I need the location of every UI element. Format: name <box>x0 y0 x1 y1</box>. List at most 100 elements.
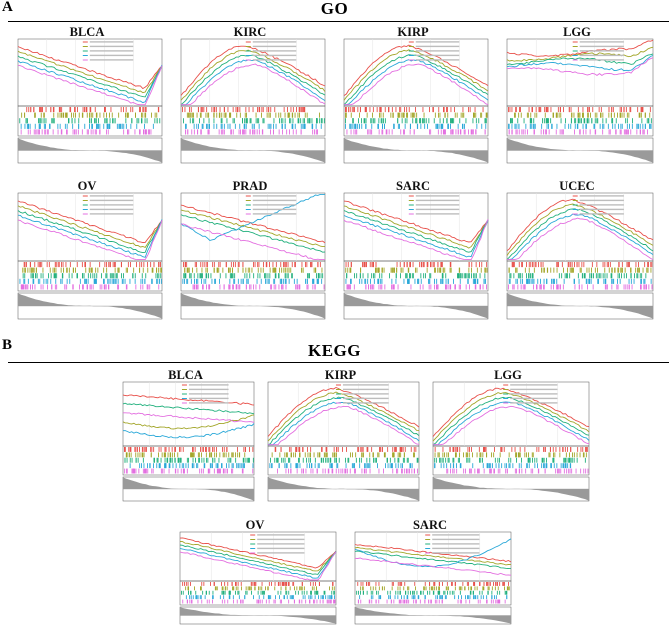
legend <box>250 534 305 554</box>
es-curve-1 <box>267 387 420 437</box>
hit-ticks-3 <box>434 457 586 463</box>
hit-ticks-4 <box>185 123 322 129</box>
panel-title: KIRP <box>397 25 429 39</box>
hit-ticks-2 <box>345 267 488 273</box>
es-curve-4 <box>506 54 654 72</box>
section-b-title: KEGG <box>307 341 361 360</box>
es-curve-1 <box>506 39 654 57</box>
legend <box>245 195 297 215</box>
gsea-plot <box>180 192 326 320</box>
es-curve-3 <box>506 208 654 260</box>
panel-title: KIRP <box>324 368 357 382</box>
gsea-panel-go-kirp: KIRP <box>334 23 492 173</box>
panel-title: LGG <box>563 25 591 39</box>
legend <box>425 534 480 554</box>
gsea-panel-kegg-kirp: KIRP <box>258 366 423 511</box>
es-curve-2 <box>122 414 255 430</box>
hit-ticks-1 <box>274 447 417 452</box>
es-curve-1 <box>506 198 654 252</box>
hit-ticks-1 <box>23 262 161 268</box>
hit-ticks-3 <box>22 273 162 279</box>
hit-ticks-5 <box>357 599 506 604</box>
hit-ticks-5 <box>124 468 254 474</box>
es-curve-3 <box>17 55 163 98</box>
hit-ticks-2 <box>514 112 651 118</box>
es-curve-2 <box>343 205 489 249</box>
gsea-plot <box>354 531 512 625</box>
es-curve-5 <box>179 551 337 581</box>
section-b-letter: B <box>2 337 13 353</box>
hit-ticks-2 <box>125 452 246 458</box>
hit-ticks-4 <box>345 278 486 284</box>
hit-ticks-2 <box>271 452 415 458</box>
gsea-plot <box>17 192 163 320</box>
es-curve-3 <box>180 54 326 106</box>
hits-frame <box>432 445 590 476</box>
gsea-plot <box>432 381 590 502</box>
es-curve-2 <box>180 209 326 248</box>
es-curve-4 <box>268 401 420 446</box>
es-curve-1 <box>122 394 255 406</box>
hit-ticks-3 <box>19 118 161 124</box>
es-curve-4 <box>122 423 255 439</box>
gsea-panel-go-lgg: LGG <box>497 23 657 173</box>
es-curve-2 <box>17 205 163 248</box>
hit-ticks-3 <box>183 273 324 279</box>
hit-ticks-3 <box>509 273 647 279</box>
hit-ticks-3 <box>510 118 652 124</box>
hit-ticks-1 <box>345 107 484 113</box>
hit-ticks-2 <box>21 112 158 118</box>
es-curve-5 <box>507 217 654 261</box>
hit-ticks-5 <box>446 468 589 474</box>
panel-title: UCEC <box>559 179 595 193</box>
es-curve-2 <box>432 392 590 442</box>
es-curve-3 <box>180 214 326 253</box>
hit-ticks-5 <box>508 129 648 135</box>
section-a-rule <box>8 21 669 22</box>
es-curve-1 <box>17 46 163 90</box>
es-curve-2 <box>17 50 163 94</box>
gsea-plot <box>506 192 654 320</box>
es-curve-1 <box>180 45 326 96</box>
hit-ticks-5 <box>346 284 487 290</box>
es-curve-5 <box>268 405 420 446</box>
gsea-panel-kegg-ov: OV <box>170 516 340 634</box>
hit-ticks-3 <box>124 457 254 463</box>
hit-ticks-1 <box>182 582 334 586</box>
es-curve-4 <box>180 193 325 242</box>
hit-ticks-2 <box>434 452 587 458</box>
legend <box>181 384 229 404</box>
es-curve-1 <box>17 200 163 243</box>
hits-frame <box>122 445 255 476</box>
hit-ticks-2 <box>345 112 488 118</box>
gsea-panel-kegg-blca: BLCA <box>113 366 258 511</box>
es-curve-5 <box>343 219 489 261</box>
hit-ticks-3 <box>346 273 486 279</box>
es-curve-5 <box>354 557 512 576</box>
es-curve-3 <box>354 550 512 570</box>
hit-ticks-1 <box>345 262 488 268</box>
hit-ticks-4 <box>185 595 335 600</box>
hits-frame <box>17 105 163 137</box>
hits-frame <box>343 260 489 292</box>
hit-ticks-1 <box>183 262 321 268</box>
gsea-plot <box>180 38 326 164</box>
hit-ticks-5 <box>182 599 336 604</box>
panel-title: LGG <box>494 368 522 382</box>
gsea-plot <box>179 531 337 625</box>
section-a-letter: A <box>2 0 13 15</box>
gsea-panel-go-ov: OV <box>8 177 166 329</box>
hit-ticks-5 <box>508 284 653 290</box>
gsea-panel-kegg-lgg: LGG <box>423 366 593 511</box>
hit-ticks-4 <box>269 463 413 469</box>
es-curve-3 <box>432 396 590 446</box>
es-curve-3 <box>506 53 654 66</box>
hits-frame <box>354 580 512 606</box>
hit-ticks-4 <box>129 463 254 469</box>
hit-ticks-1 <box>124 447 254 452</box>
panel-title: PRAD <box>232 179 268 193</box>
es-curve-2 <box>506 203 654 256</box>
es-curve-2 <box>179 541 337 572</box>
panel-title: OV <box>77 179 97 193</box>
hit-ticks-3 <box>345 118 487 124</box>
